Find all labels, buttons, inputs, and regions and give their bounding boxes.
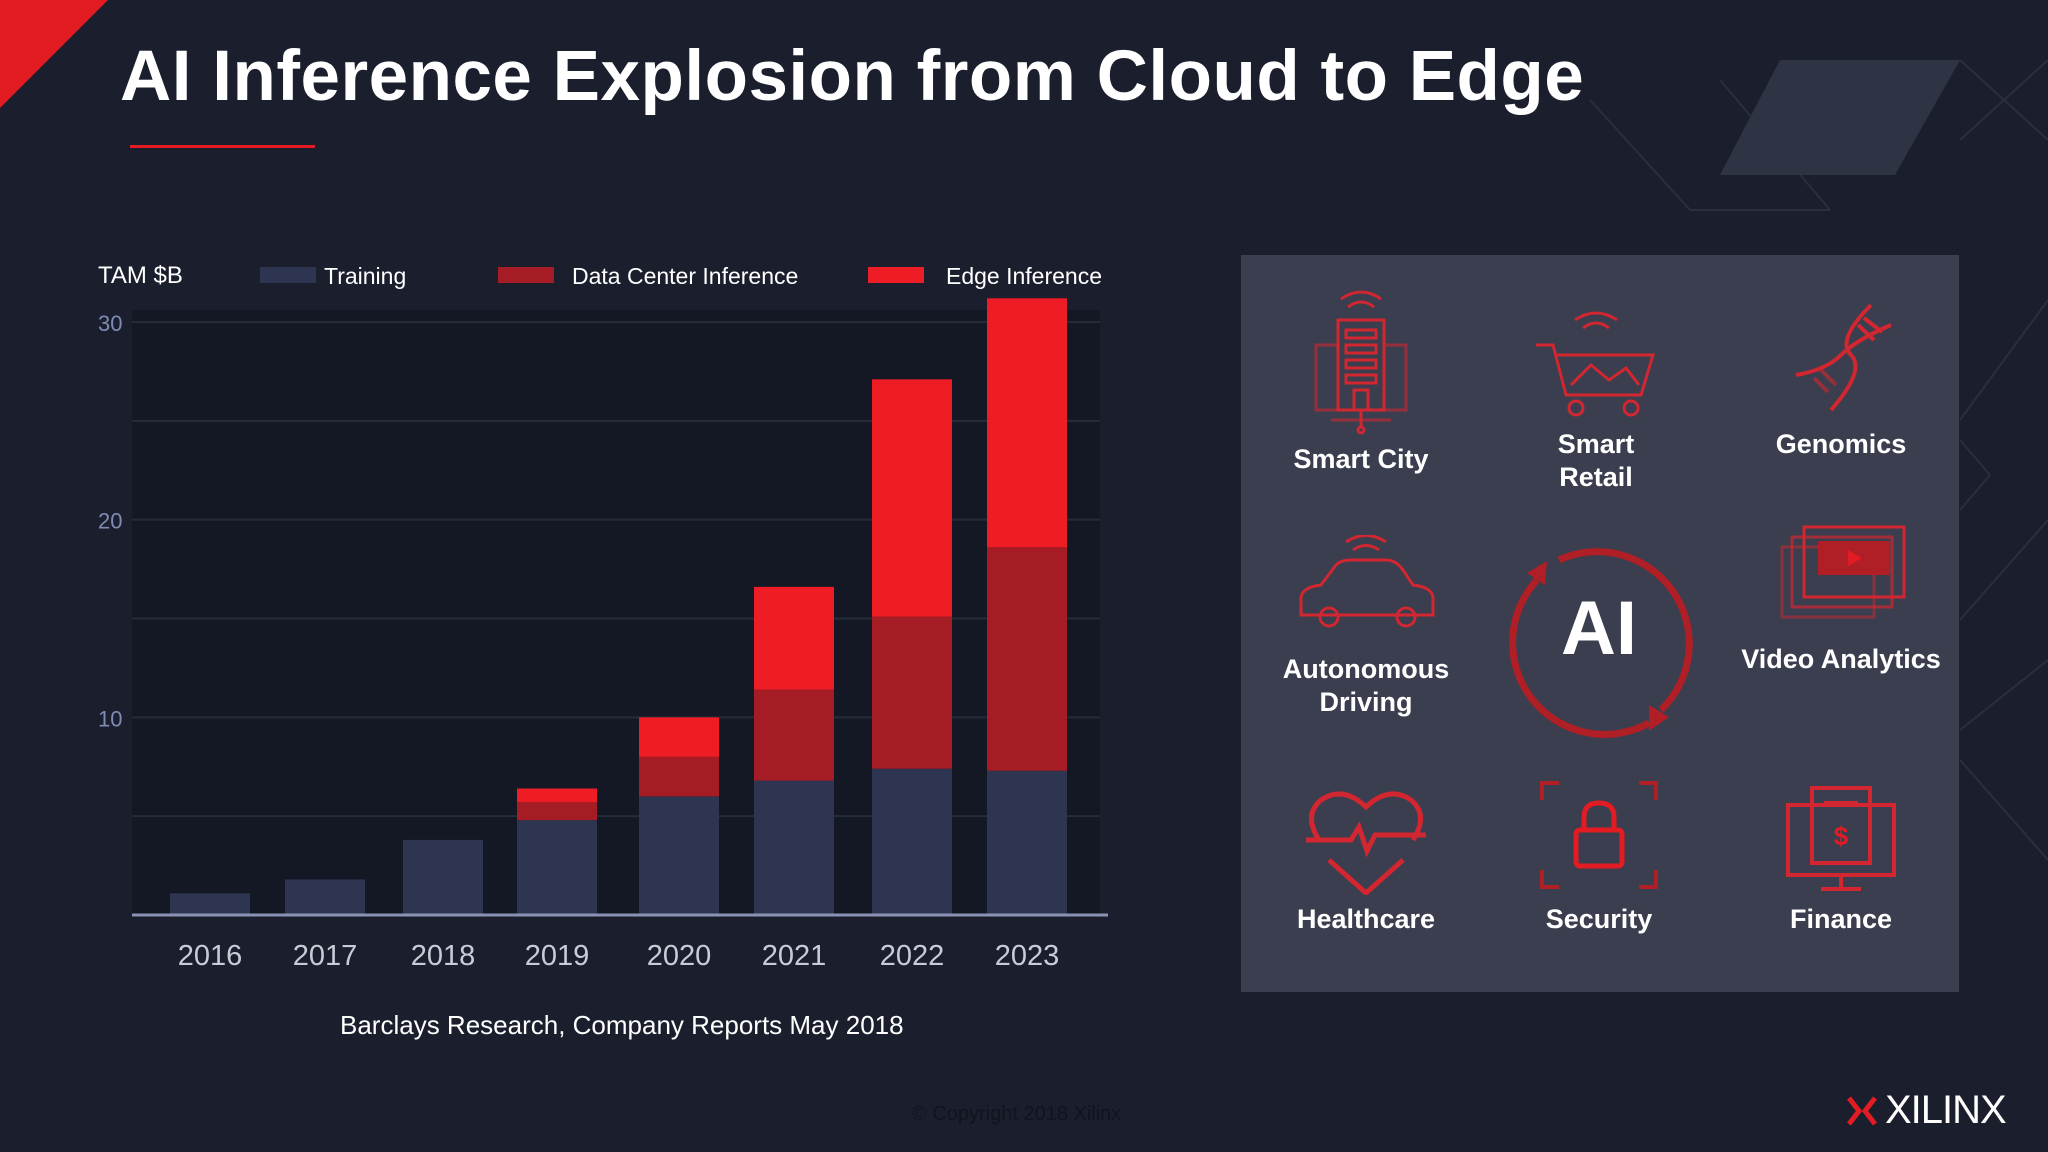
bar-segment: [987, 298, 1067, 548]
legend-swatch: [868, 267, 924, 283]
app-label-smart-city: Smart City: [1293, 444, 1429, 474]
app-label-finance: Finance: [1789, 904, 1893, 934]
heart-pulse-icon: [1306, 791, 1426, 895]
video-screen-icon: [1780, 525, 1906, 619]
x-tick-label: 2016: [178, 940, 243, 972]
ai-center: AI: [1499, 545, 1699, 745]
car-icon: [1299, 535, 1435, 628]
logo-text: XILINX: [1885, 1088, 2007, 1132]
source-note: Barclays Research, Company Reports May 2…: [340, 1010, 904, 1040]
x-tick-label: 2023: [995, 940, 1060, 972]
bar-segment: [754, 689, 834, 781]
legend-label: Training: [324, 263, 406, 289]
app-label-security: Security: [1545, 904, 1653, 934]
y-tick-label: 20: [98, 509, 122, 534]
corner-accent: [0, 0, 108, 108]
app-label-autonomous-driving: Autonomous Driving: [1282, 654, 1450, 717]
legend-swatch: [498, 267, 554, 283]
app-security: Security: [1499, 775, 1699, 936]
app-label-smart-retail: Smart Retail: [1557, 429, 1635, 492]
app-smart-retail: Smart Retail: [1491, 310, 1701, 494]
ai-label: AI: [1561, 586, 1637, 671]
x-tick-label: 2017: [293, 940, 358, 972]
bar-segment: [639, 756, 719, 797]
legend-label: Edge Inference: [946, 263, 1102, 289]
app-autonomous-driving: Autonomous Driving: [1256, 535, 1476, 719]
app-video-analytics: Video Analytics: [1721, 525, 1961, 676]
bar-segment: [872, 379, 952, 617]
bar-segment: [872, 616, 952, 769]
bar-segment: [987, 770, 1067, 915]
y-tick-label: 30: [98, 311, 122, 336]
bar-segment: [170, 893, 250, 915]
svg-text:$: $: [1834, 821, 1849, 851]
app-label-genomics: Genomics: [1775, 429, 1907, 459]
xilinx-logo: XILINX: [1845, 1088, 2007, 1133]
bar-segment: [639, 796, 719, 915]
bar-segment: [639, 717, 719, 757]
bar-segment: [285, 879, 365, 915]
page-title: AI Inference Explosion from Cloud to Edg…: [120, 37, 1585, 116]
dna-icon: [1795, 303, 1892, 412]
applications-panel: Smart City Smart Retail: [1241, 255, 1959, 992]
bar-segment: [872, 768, 952, 915]
x-tick-label: 2022: [880, 940, 945, 972]
bar-segment: [517, 820, 597, 915]
bar-segment: [403, 839, 483, 915]
cycle-arrows-icon: [1509, 548, 1693, 738]
x-tick-label: 2018: [411, 940, 476, 972]
app-smart-city: Smart City: [1256, 285, 1466, 476]
app-label-healthcare: Healthcare: [1296, 904, 1436, 934]
bar-segment: [987, 547, 1067, 771]
bar-segment: [754, 586, 834, 690]
app-finance: $ Finance: [1736, 785, 1946, 936]
app-label-video-analytics: Video Analytics: [1741, 644, 1941, 674]
stacked-bar-chart: 10 20 30 TAM $B Training Data Center Inferenc…: [98, 262, 1108, 972]
y-axis-label: TAM $B: [98, 262, 183, 289]
app-healthcare: Healthcare: [1256, 785, 1476, 936]
bar-segment: [517, 788, 597, 803]
shopping-cart-icon: [1536, 311, 1656, 417]
bar-segment: [754, 780, 834, 915]
app-genomics: Genomics: [1736, 300, 1946, 461]
title-underline: [130, 145, 315, 148]
xilinx-mark-icon: [1847, 1095, 1877, 1126]
x-tick-label: 2020: [647, 940, 712, 972]
x-tick-label: 2019: [525, 940, 590, 972]
legend-label: Data Center Inference: [572, 263, 798, 289]
legend-swatch: [260, 267, 316, 283]
smart-city-icon: [1314, 290, 1408, 435]
lock-icon: [1540, 781, 1658, 889]
plot-area: [132, 310, 1100, 915]
copyright-notice: © Copyright 2018 Xilinx: [912, 1103, 1122, 1125]
y-tick-label: 10: [98, 706, 122, 731]
finance-monitor-icon: $: [1786, 786, 1896, 891]
x-tick-label: 2021: [762, 940, 827, 972]
bar-segment: [517, 802, 597, 821]
